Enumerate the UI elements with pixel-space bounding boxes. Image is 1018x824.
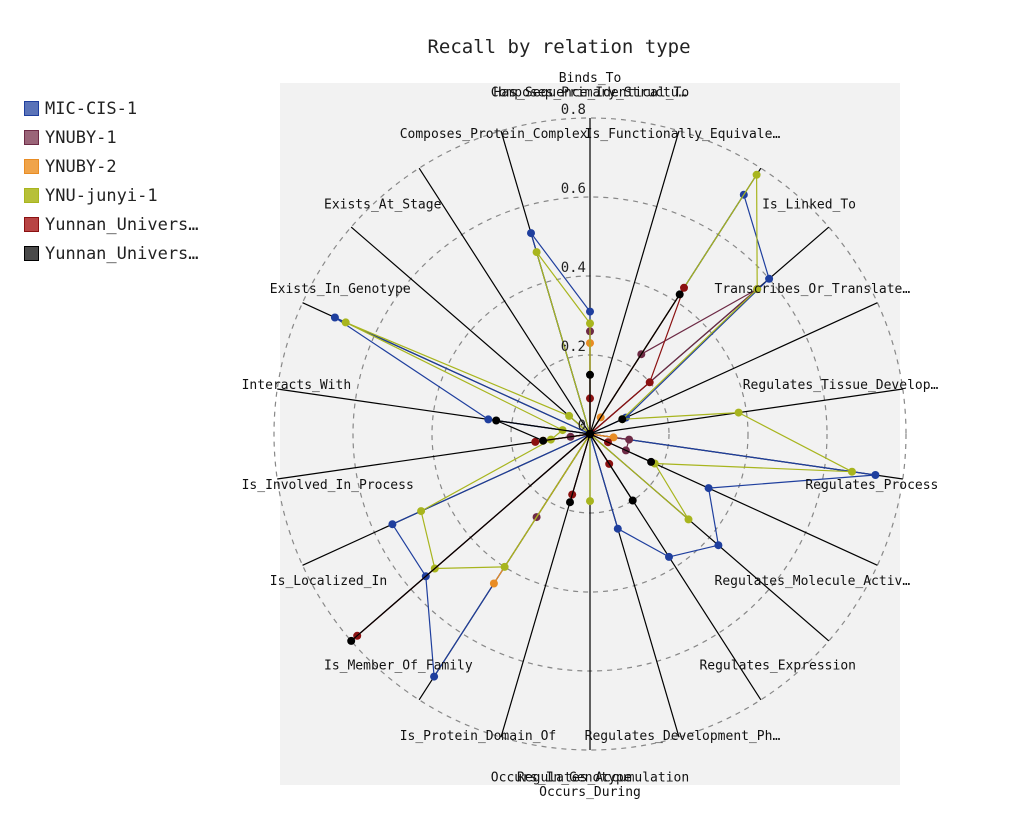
axis-label: Occurs_In_Genotype [491, 771, 632, 786]
data-point [586, 370, 594, 379]
axis-label: Has_Sequence_Identical_To [494, 85, 690, 100]
data-point [753, 285, 762, 294]
data-point [586, 319, 594, 328]
data-point [489, 579, 498, 588]
axis-spoke [589, 130, 680, 435]
data-point [665, 552, 673, 561]
data-point [347, 636, 356, 645]
legend-label: YNUBY-2 [45, 156, 117, 177]
axis-label: Regulates_Expression [699, 659, 856, 674]
series-line [350, 293, 681, 642]
data-point [765, 274, 774, 283]
axis-label: Binds_To [559, 71, 622, 86]
data-point [618, 415, 627, 424]
data-point [871, 471, 880, 479]
axis-label: Interacts_With [242, 378, 352, 393]
data-point [330, 313, 339, 322]
data-point [613, 524, 622, 533]
data-point [625, 435, 634, 444]
legend-swatch [24, 188, 39, 203]
data-point [484, 415, 493, 424]
data-point [417, 507, 426, 516]
radial-tick-label: 0.6 [561, 181, 586, 197]
data-point [645, 378, 654, 387]
axis-label: Exists_In_Genotype [270, 282, 411, 297]
series-layer [330, 170, 880, 681]
legend-item: MIC-CIS-1 [24, 94, 199, 123]
axis-label: Is_Functionally_Equivale… [585, 127, 781, 142]
axis-spoke [418, 167, 591, 435]
data-point [566, 498, 574, 507]
axis-label: Is_Protein_Domain_Of [400, 729, 557, 744]
legend-label: YNUBY-1 [45, 127, 117, 148]
legend-label: Yunnan_Univers… [45, 243, 199, 264]
axis-spoke [589, 388, 903, 435]
data-point [430, 672, 439, 681]
data-point [628, 496, 637, 505]
legend-swatch [24, 246, 39, 261]
axis-label: Is_Member_Of_Family [324, 659, 473, 674]
data-point [532, 248, 541, 257]
data-point [388, 520, 397, 529]
data-point [752, 170, 761, 179]
data-point [539, 436, 548, 445]
axis-label: Regulates_Process [805, 478, 938, 493]
data-point [714, 541, 723, 550]
data-point [647, 457, 656, 466]
data-point [341, 318, 350, 327]
data-point [500, 562, 509, 571]
legend-item: YNUBY-1 [24, 123, 199, 152]
legend-label: YNU-junyi-1 [45, 185, 158, 206]
axis-label: Regulates_Development_Ph… [585, 729, 781, 744]
data-point [531, 437, 540, 446]
legend-label: MIC-CIS-1 [45, 98, 138, 119]
legend-item: Yunnan_Univers… [24, 239, 199, 268]
label-layer: 0 0.2 0.4 0.6 0.8 Binds_ToHas_Sequence_Identi… [242, 71, 939, 800]
axis-label: Composes_Primary_Structu… [491, 85, 687, 100]
data-point [609, 433, 618, 442]
legend-swatch [24, 159, 39, 174]
data-point [565, 411, 574, 420]
chart-title: Recall by relation type [427, 36, 691, 58]
axis-label: Regulates_Tissue_Develop… [743, 378, 939, 393]
data-point [848, 467, 856, 476]
legend-item: Yunnan_Univers… [24, 210, 199, 239]
radial-tick-label: 0.8 [561, 102, 586, 118]
data-point [492, 416, 501, 425]
legend-label: Yunnan_Univers… [45, 214, 199, 235]
axis-label: Is_Involved_In_Process [242, 478, 414, 493]
radial-tick-label: 0 [578, 418, 586, 434]
legend: MIC-CIS-1 YNUBY-1 YNUBY-2 YNU-junyi-1 Yu… [24, 94, 199, 268]
radial-tick-label: 0.2 [561, 339, 586, 355]
axis-label: Is_Linked_To [762, 198, 856, 213]
legend-item: YNUBY-2 [24, 152, 199, 181]
axis-spoke [589, 302, 878, 435]
axis-label: Exists_At_Stage [324, 198, 442, 213]
axis-label: Regulates_Molecule_Activ… [715, 574, 911, 589]
axis-label: Is_Localized_In [270, 574, 387, 589]
axis-label: Regulates_Accumulation [517, 771, 689, 786]
legend-swatch [24, 101, 39, 116]
legend-item: YNU-junyi-1 [24, 181, 199, 210]
axis-label: Transcribes_Or_Translate… [715, 282, 911, 297]
data-point [684, 515, 693, 524]
axis-label: Occurs_During [539, 785, 641, 800]
grid-circle [273, 117, 907, 751]
radial-tick-label: 0.4 [561, 260, 586, 276]
legend-swatch [24, 130, 39, 145]
data-point [704, 484, 713, 493]
data-point [586, 430, 594, 438]
data-point [734, 408, 743, 417]
data-point [527, 229, 535, 238]
legend-swatch [24, 217, 39, 232]
data-point [675, 290, 684, 299]
axis-label: Composes_Protein_Complex [400, 127, 588, 142]
data-point [680, 283, 688, 292]
series-line [345, 174, 853, 570]
data-point [586, 307, 594, 316]
data-point [586, 497, 594, 506]
axis-spoke [350, 226, 591, 435]
